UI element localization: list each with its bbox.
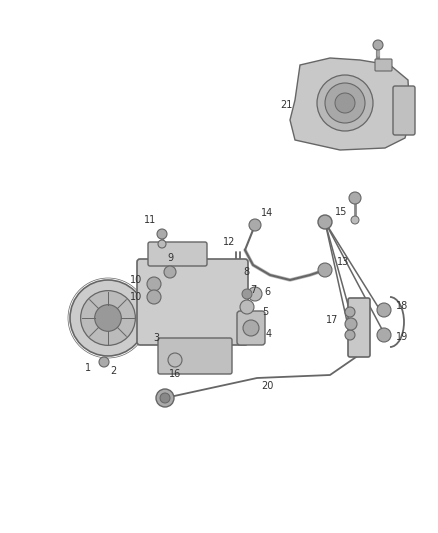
Circle shape [81,290,135,345]
Circle shape [377,328,391,342]
Circle shape [158,240,166,248]
Circle shape [99,357,109,367]
FancyBboxPatch shape [158,338,232,374]
FancyBboxPatch shape [393,86,415,135]
Text: 14: 14 [261,208,273,218]
Circle shape [317,75,373,131]
Circle shape [243,320,259,336]
Text: 5: 5 [262,307,268,317]
FancyBboxPatch shape [375,59,392,71]
Text: 19: 19 [396,332,408,342]
Polygon shape [290,58,410,150]
Circle shape [70,280,146,356]
Text: 21: 21 [280,100,292,110]
Text: 2: 2 [110,366,116,376]
Circle shape [351,216,359,224]
Text: 17: 17 [326,315,338,325]
Circle shape [349,192,361,204]
Circle shape [147,277,161,291]
Circle shape [249,219,261,231]
Text: 1: 1 [85,363,91,373]
Circle shape [335,93,355,113]
Text: 15: 15 [335,207,347,217]
Text: 7: 7 [250,285,256,295]
Text: 3: 3 [153,333,159,343]
Circle shape [164,266,176,278]
Circle shape [160,393,170,403]
FancyBboxPatch shape [137,259,248,345]
Text: 11: 11 [144,215,156,225]
Circle shape [156,389,174,407]
Circle shape [373,40,383,50]
FancyBboxPatch shape [237,311,265,345]
Circle shape [345,330,355,340]
Text: 10: 10 [130,275,142,285]
Circle shape [248,287,262,301]
Text: 9: 9 [167,253,173,263]
Circle shape [157,229,167,239]
Circle shape [318,263,332,277]
Circle shape [147,290,161,304]
Circle shape [345,318,357,330]
Circle shape [95,305,121,332]
Circle shape [242,289,252,299]
Circle shape [377,303,391,317]
Text: 10: 10 [130,292,142,302]
Circle shape [168,353,182,367]
Text: 18: 18 [396,301,408,311]
Text: 16: 16 [169,369,181,379]
Text: 4: 4 [266,329,272,339]
FancyBboxPatch shape [148,242,207,266]
Text: 8: 8 [243,267,249,277]
Text: 12: 12 [223,237,235,247]
Circle shape [240,300,254,314]
Circle shape [318,215,332,229]
Text: 20: 20 [261,381,273,391]
FancyBboxPatch shape [348,298,370,357]
Text: 6: 6 [264,287,270,297]
Circle shape [325,83,365,123]
Circle shape [345,307,355,317]
Text: 13: 13 [337,257,349,267]
